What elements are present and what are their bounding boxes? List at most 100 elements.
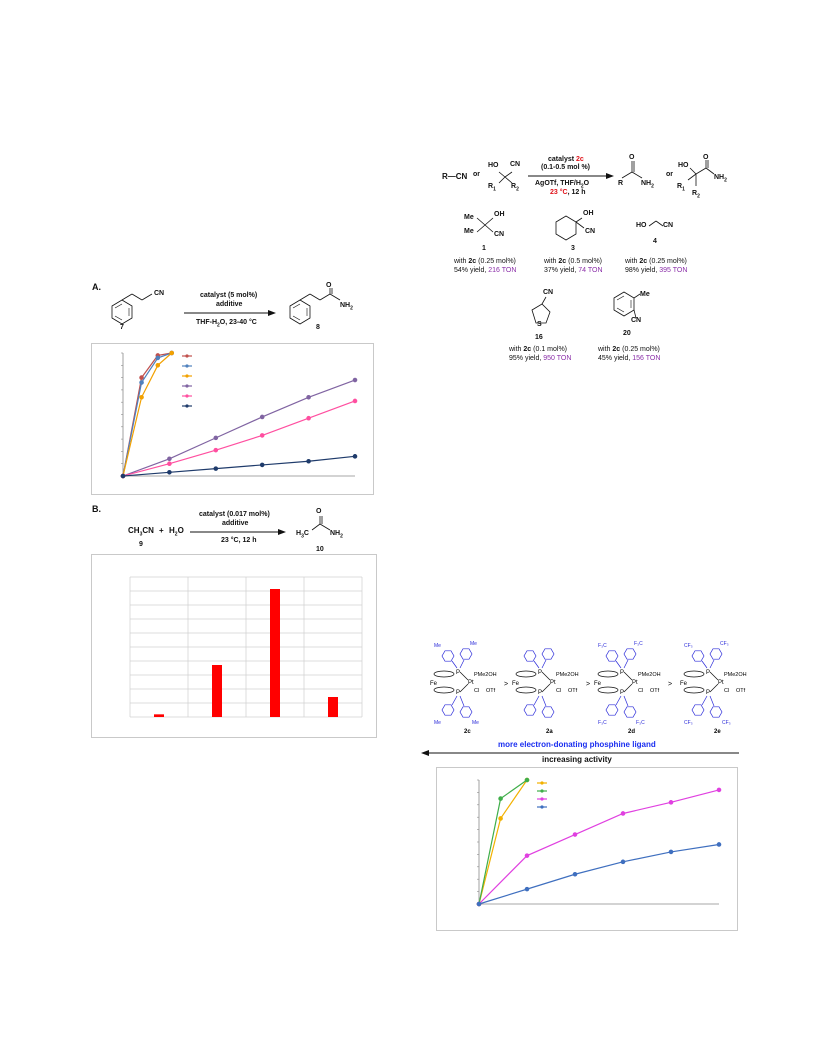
compound-id: 3 bbox=[571, 245, 575, 252]
cl-label: Cl bbox=[556, 688, 561, 694]
bond bbox=[459, 683, 469, 693]
compound-1-bonds bbox=[476, 217, 494, 233]
bond bbox=[709, 659, 715, 669]
pt-label: Pt bbox=[632, 680, 638, 686]
ho-label: HO bbox=[636, 222, 647, 229]
reaction-arrow-a bbox=[184, 310, 276, 316]
fe-label: Fe bbox=[594, 681, 602, 687]
compound-4-conditions: with 2c (0.25 mol%) bbox=[625, 258, 687, 265]
phosphinous-acid-label: PMe2OH bbox=[638, 672, 661, 678]
pt-label: Pt bbox=[468, 680, 474, 686]
acetamide-h3c: H3C bbox=[296, 530, 309, 540]
bond bbox=[459, 671, 469, 681]
data-point bbox=[572, 832, 578, 837]
series-line-1 bbox=[122, 352, 172, 477]
data-point bbox=[306, 394, 311, 400]
data-point bbox=[169, 350, 175, 356]
bond bbox=[451, 695, 458, 706]
bond bbox=[701, 660, 708, 669]
substituent-label: Me bbox=[434, 643, 441, 649]
cond-line-3: THF-H2O, 23-40 °C bbox=[196, 319, 257, 329]
complex-2a: Fe Pt P P PMe2OH Cl OTf 2a bbox=[512, 648, 579, 734]
or-label-2: or bbox=[666, 171, 673, 178]
aryl-ring bbox=[459, 706, 473, 718]
bond bbox=[541, 659, 547, 669]
product-id: 10 bbox=[316, 546, 324, 553]
cn-label: CN bbox=[510, 161, 521, 168]
substituent-label: Me bbox=[470, 641, 477, 647]
aryl-ring bbox=[605, 704, 619, 716]
phosphinous-acid-label: PMe2OH bbox=[556, 672, 579, 678]
data-point bbox=[306, 415, 311, 421]
bond bbox=[533, 695, 540, 706]
reactant-nitrile: R—CN bbox=[442, 172, 468, 181]
compound-20-conditions: with 2c (0.25 mol%) bbox=[598, 346, 660, 353]
compound-3-yield: 37% yield, 74 TON bbox=[544, 267, 603, 274]
data-point bbox=[213, 466, 219, 471]
phosphinous-acid-label: PMe2OH bbox=[724, 672, 747, 678]
plus-sign: + bbox=[159, 526, 164, 535]
top-reaction-arrow bbox=[528, 173, 614, 179]
data-point bbox=[620, 859, 626, 865]
data-point bbox=[167, 456, 172, 462]
aryl-ring bbox=[523, 650, 537, 662]
substituent-label: Me bbox=[472, 720, 479, 726]
bond bbox=[701, 695, 708, 706]
compound-16-yield: 95% yield, 950 TON bbox=[509, 355, 572, 362]
aryl-ring bbox=[541, 706, 555, 718]
complex-id: 2e bbox=[714, 729, 721, 734]
hydroxyamide-bonds bbox=[687, 160, 715, 186]
data-point bbox=[155, 363, 161, 368]
greater-than: > bbox=[504, 681, 508, 688]
p-label: P bbox=[620, 670, 624, 676]
cn-label: CN bbox=[585, 228, 596, 235]
legend-marker-3 bbox=[185, 384, 189, 388]
hydroxyamide-ho: HO bbox=[678, 162, 689, 169]
cp-ring bbox=[515, 670, 537, 678]
series-line-4 bbox=[122, 400, 356, 477]
chart-b-panel bbox=[91, 554, 377, 738]
acetamide-nh2: NH2 bbox=[330, 530, 343, 540]
product-nh2: NH2 bbox=[340, 302, 353, 312]
thiophene-ring bbox=[531, 296, 551, 324]
cond-line-2: additive bbox=[216, 301, 243, 308]
chart-b bbox=[129, 576, 363, 718]
bond bbox=[709, 683, 719, 693]
me-label: Me bbox=[464, 214, 474, 221]
section-a-label: A. bbox=[92, 282, 101, 292]
complex-id: 2a bbox=[546, 729, 553, 734]
p-label: P bbox=[620, 690, 624, 696]
acetonitrile-label: CH3CN bbox=[128, 526, 154, 538]
data-point bbox=[498, 796, 503, 801]
data-point bbox=[120, 473, 126, 479]
bond bbox=[709, 671, 719, 681]
data-point bbox=[524, 886, 530, 892]
legend-marker-1 bbox=[185, 364, 189, 368]
me-label: Me bbox=[464, 228, 474, 235]
top-catalyst-line: catalyst 2c bbox=[548, 156, 584, 163]
cp-ring bbox=[515, 686, 537, 694]
activity-label: increasing activity bbox=[542, 755, 612, 764]
hydrocinnamamide-structure bbox=[289, 288, 341, 325]
cp-ring bbox=[433, 686, 455, 694]
cn-label: CN bbox=[631, 317, 642, 324]
otf-label: OTf bbox=[736, 688, 746, 694]
data-point bbox=[524, 853, 530, 858]
series-line-1 bbox=[478, 779, 528, 905]
chart-c bbox=[476, 777, 722, 907]
data-point bbox=[352, 398, 358, 404]
bond bbox=[623, 671, 633, 681]
compound-4-bonds bbox=[648, 220, 664, 227]
series-line-0 bbox=[478, 779, 528, 905]
bond bbox=[459, 695, 465, 707]
data-point bbox=[139, 394, 144, 400]
chart-c-panel bbox=[436, 767, 738, 931]
reactant-id: 7 bbox=[120, 324, 124, 331]
series-line-2 bbox=[122, 352, 173, 477]
cp-ring bbox=[433, 670, 455, 678]
aryl-ring bbox=[709, 648, 723, 660]
series-line-3 bbox=[478, 843, 720, 905]
substituent-label: F₃C bbox=[598, 643, 607, 649]
